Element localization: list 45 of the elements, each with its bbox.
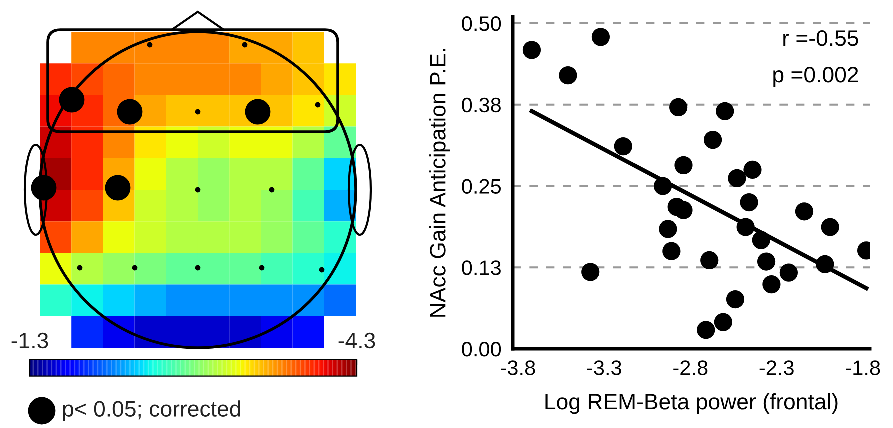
y-tick-label: 0.00: [462, 342, 502, 357]
x-tick-label: -3.8: [501, 360, 536, 376]
x-tick-label: -2.8: [674, 360, 708, 376]
point: [522, 41, 542, 60]
color-bar-label: -4.3: [338, 332, 376, 349]
y-tick-label: 0.50: [462, 16, 502, 32]
point: [752, 231, 770, 250]
point: [592, 28, 610, 46]
point: [659, 220, 678, 238]
point: [662, 242, 681, 260]
y-tick-label: 0.13: [462, 260, 501, 276]
point: [670, 98, 688, 117]
annotation: r =-0.55: [784, 30, 858, 46]
point: [674, 156, 693, 174]
x-tick-label: -1.8: [846, 360, 880, 376]
point: [654, 177, 672, 196]
point: [744, 160, 762, 180]
point: [821, 218, 840, 236]
point: [714, 313, 732, 332]
x-axis-title: Log REM-Beta power (frontal): [546, 393, 838, 414]
point: [726, 290, 745, 309]
point: [736, 218, 755, 236]
x-tick-label: -3.3: [587, 360, 622, 376]
point: [795, 202, 814, 221]
point: [704, 130, 722, 150]
y-tick-label: 0.25: [462, 179, 502, 194]
point: [740, 193, 758, 212]
text: p< 0.05; corrected: [63, 400, 240, 422]
x-tick-label: -2.3: [760, 360, 794, 376]
y-axis-title: NAcc Gain Anticipation P.E.: [430, 49, 450, 317]
point: [700, 251, 719, 270]
color-bar-label: -1.3: [12, 332, 48, 349]
point: [728, 169, 746, 188]
point: [757, 252, 776, 271]
point: [762, 276, 781, 294]
point: [716, 102, 734, 120]
point: [559, 66, 578, 85]
point: [780, 264, 798, 282]
annotation: p =0.002: [774, 66, 858, 88]
point: [816, 255, 834, 274]
point: [697, 321, 716, 340]
point: [582, 263, 600, 282]
y-tick-label: 0.38: [462, 98, 501, 113]
point: [674, 201, 693, 220]
point: [614, 137, 632, 156]
